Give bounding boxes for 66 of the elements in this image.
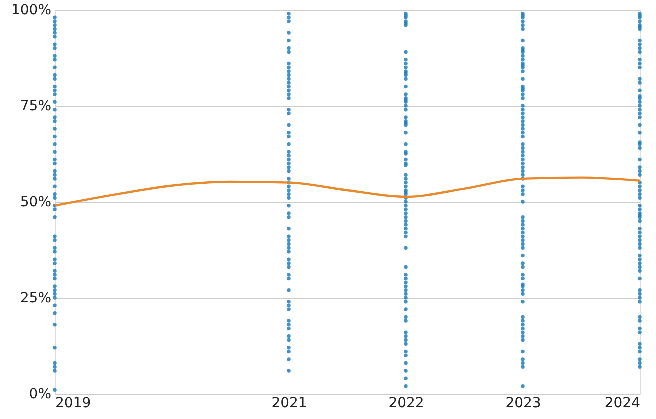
- x-tick-label: 2021: [272, 396, 308, 412]
- point: [53, 73, 57, 78]
- line-series: [54, 176, 642, 207]
- point: [53, 88, 57, 93]
- point: [53, 196, 57, 200]
- point: [53, 361, 57, 366]
- point: [53, 54, 57, 58]
- x-tick-label: 2024: [604, 396, 641, 412]
- x-tick-label: 2023: [506, 396, 542, 412]
- point: [53, 269, 57, 273]
- point: [53, 184, 57, 189]
- point: [53, 92, 57, 96]
- point: [53, 150, 57, 154]
- y-tick-label: 25%: [20, 290, 52, 306]
- point: [53, 108, 57, 112]
- y-tick-label: 100%: [11, 2, 52, 18]
- point: [53, 31, 57, 35]
- point: [53, 311, 57, 316]
- point: [53, 169, 57, 174]
- point: [53, 323, 57, 327]
- point: [53, 284, 57, 288]
- point: [53, 262, 57, 266]
- x-tick-label: 2022: [388, 396, 424, 412]
- point: [53, 35, 57, 39]
- point: [53, 177, 57, 181]
- point: [53, 23, 57, 28]
- point: [53, 215, 57, 220]
- point: [53, 276, 57, 281]
- x-tick-label: 2019: [56, 396, 92, 412]
- point: [53, 134, 57, 139]
- point: [53, 192, 57, 196]
- point: [53, 369, 57, 373]
- point: [53, 238, 57, 242]
- point: [53, 46, 57, 50]
- point: [53, 127, 57, 131]
- point: [53, 16, 57, 20]
- point: [53, 100, 57, 104]
- point: [53, 250, 57, 254]
- point: [53, 162, 57, 166]
- point: [53, 288, 57, 292]
- point: [53, 116, 57, 120]
- point: [53, 158, 57, 162]
- point: [53, 66, 57, 70]
- point: [53, 84, 57, 89]
- point: [53, 296, 57, 300]
- point: [53, 77, 57, 81]
- point: [53, 258, 57, 262]
- y-tick-label: 75%: [20, 98, 52, 114]
- point: [53, 234, 57, 238]
- point: [53, 119, 57, 124]
- point: [53, 208, 57, 212]
- point: [53, 20, 57, 24]
- point: [53, 246, 57, 250]
- point: [53, 42, 57, 46]
- point: [53, 304, 57, 308]
- point: [53, 365, 57, 369]
- y-tick-label: 0%: [29, 386, 52, 402]
- y-tick-label: 50%: [20, 194, 52, 210]
- point: [53, 173, 57, 177]
- point: [53, 58, 57, 62]
- point: [53, 142, 57, 146]
- point: [53, 273, 57, 277]
- point: [53, 388, 57, 392]
- point: [53, 292, 57, 296]
- point: [53, 27, 57, 32]
- point: [53, 346, 57, 350]
